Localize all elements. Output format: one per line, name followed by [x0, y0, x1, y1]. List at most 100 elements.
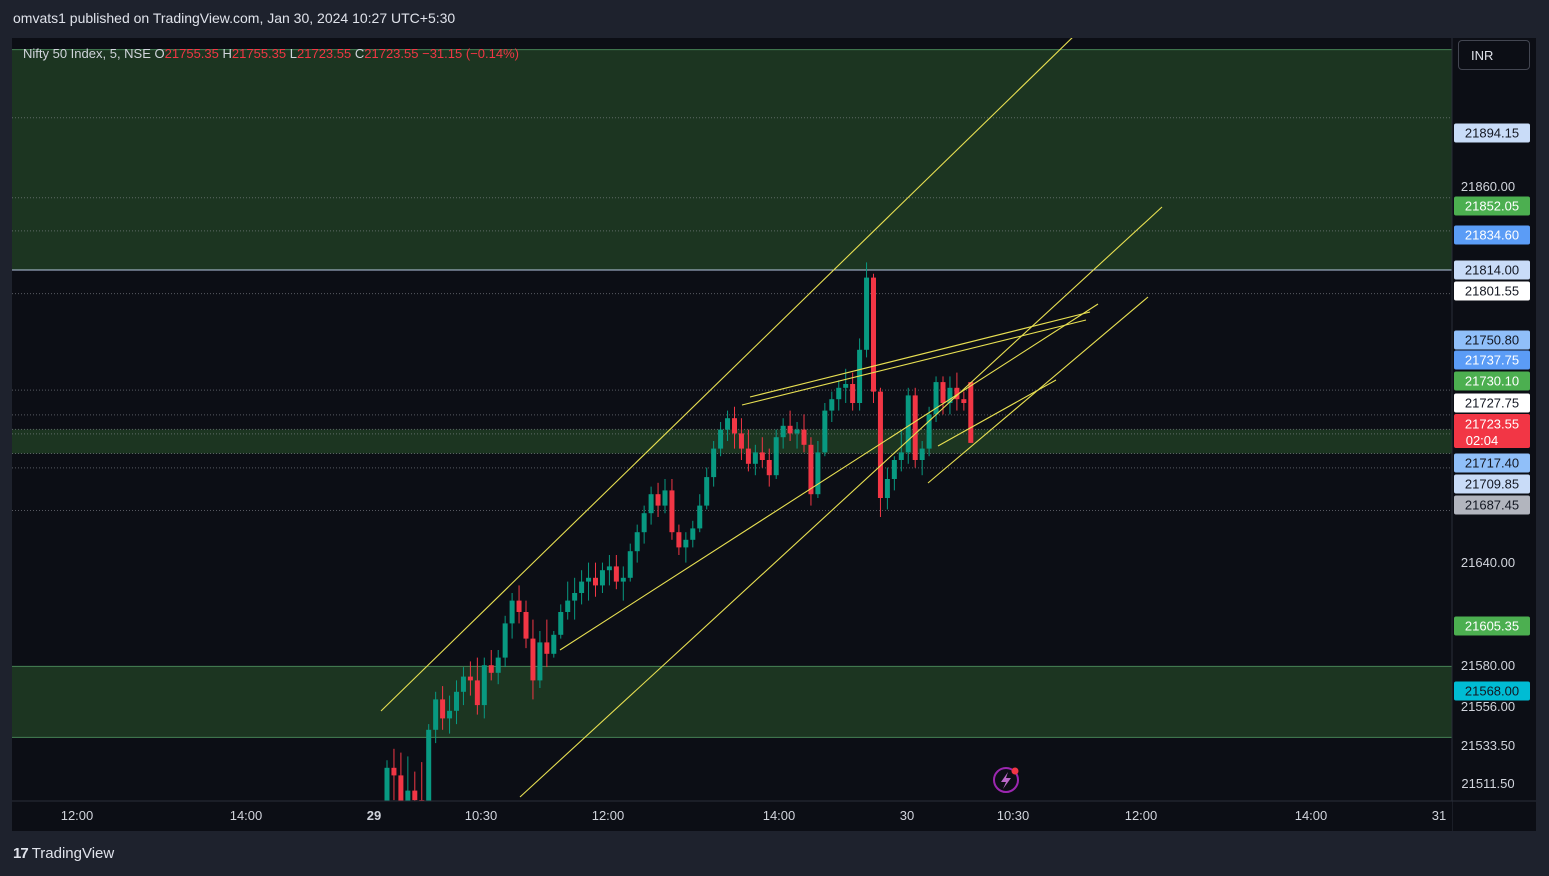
candle-body-83: [961, 399, 967, 403]
candle-body-3: [405, 790, 411, 810]
candle-body-25: [558, 612, 564, 635]
price-badge-label-12: 21687.45: [1465, 498, 1519, 513]
price-badge-label-5: 21750.80: [1465, 333, 1519, 348]
candle-body-29: [586, 577, 592, 582]
symbol-label: Nifty 50 Index, 5, NSE: [23, 46, 151, 61]
price-badge-10: [1454, 453, 1530, 473]
candle-body-13: [474, 680, 480, 706]
candle-body-79: [933, 382, 939, 415]
candle-body-32: [606, 566, 612, 571]
trendline-0[interactable]: [380, 38, 1076, 712]
trendline-4[interactable]: [741, 319, 1087, 406]
x-tick-label-4: 12:00: [592, 808, 625, 823]
zone-0: [12, 49, 1452, 270]
candle-body-75: [905, 395, 911, 453]
ohlc-legend: Nifty 50 Index, 5, NSE O21755.35 H21755.…: [23, 46, 519, 61]
price-badge-7: [1454, 371, 1530, 391]
price-badge-6: [1454, 350, 1530, 370]
alert-circle-icon[interactable]: [993, 767, 1019, 793]
time-axis[interactable]: [12, 801, 1452, 831]
tradingview-logo-icon: 17: [13, 845, 29, 862]
high-label: H: [222, 46, 232, 61]
price-badge-1: [1454, 196, 1530, 216]
candle-body-81: [947, 387, 953, 403]
candle-body-50: [732, 418, 737, 434]
candle-body-16: [495, 657, 501, 673]
candle-body-22: [537, 642, 543, 681]
candle-body-48: [718, 429, 724, 449]
candle-body-77: [919, 448, 925, 460]
tradingview-brand: TradingView: [31, 845, 115, 862]
candle-body-78: [926, 414, 932, 449]
price-badge-0: [1454, 123, 1530, 143]
candle-body-61: [808, 444, 814, 495]
y-tick-label-5: 21860.00: [1461, 179, 1515, 194]
candle-body-17: [502, 623, 508, 658]
trendline-6[interactable]: [937, 379, 1057, 447]
candle-body-67: [850, 384, 856, 403]
candle-body-64: [829, 399, 835, 411]
x-tick-label-3: 10:30: [465, 808, 498, 823]
candle-body-72: [884, 479, 890, 498]
alert-dot-icon: [1011, 767, 1019, 775]
currency-button[interactable]: INR: [1458, 40, 1530, 70]
candle-body-80: [940, 382, 946, 403]
candle-body-62: [815, 452, 821, 495]
price-chart[interactable]: 21511.50 21533.50 21556.00 21580.00 21640.00…: [12, 38, 1536, 831]
price-badge-label-6: 21737.75: [1465, 353, 1519, 368]
candle-body-60: [801, 429, 807, 445]
price-badge-label-10: 21717.40: [1465, 456, 1519, 471]
candle-body-74: [898, 452, 904, 460]
publisher-caption: omvats1 published on TradingView.com, Ja…: [13, 10, 456, 26]
candle-body-84: [968, 382, 974, 443]
candle-body-11: [460, 676, 466, 692]
candle-body-2: [398, 775, 404, 810]
x-tick-label-0: 12:00: [61, 808, 94, 823]
candle-body-55: [766, 460, 772, 476]
candle-body-82: [954, 387, 960, 400]
low-value: 21723.55: [297, 46, 352, 61]
candle-body-38: [648, 494, 654, 514]
trendline-2[interactable]: [559, 303, 1099, 651]
candle-body-71: [877, 391, 883, 498]
trendline-1[interactable]: [519, 206, 1163, 798]
candle-body-33: [613, 566, 619, 582]
price-badge-3: [1454, 260, 1530, 280]
price-badge-label-4: 21801.55: [1465, 284, 1519, 299]
candle-body-7: [433, 699, 439, 730]
candle-body-8: [440, 699, 446, 719]
tradingview-logo[interactable]: 17 TradingView: [13, 845, 114, 862]
y-tick-label-0: 21511.50: [1461, 776, 1514, 791]
candle-body-41: [669, 490, 675, 533]
candle-body-46: [704, 477, 710, 506]
candle-body-49: [725, 418, 731, 430]
candle-body-51: [738, 433, 744, 449]
y-tick-label-3: 21580.00: [1461, 658, 1515, 673]
candle-body-12: [467, 676, 473, 681]
bar-countdown-label: 02:04: [1466, 433, 1499, 448]
candle-body-10: [454, 691, 459, 711]
candle-body-34: [620, 577, 626, 582]
change-value: −31.15 (−0.14%): [422, 46, 519, 61]
y-tick-label-2: 21556.00: [1461, 699, 1515, 714]
candle-body-19: [516, 600, 522, 612]
candle-body-30: [593, 577, 598, 586]
candle-body-47: [711, 448, 717, 478]
high-value: 21755.35: [231, 46, 287, 61]
candle-body-39: [655, 494, 661, 506]
price-badge-9: [1454, 414, 1530, 448]
candle-body-63: [822, 410, 828, 453]
chart-frame[interactable]: 21511.50 21533.50 21556.00 21580.00 21640.00…: [12, 38, 1536, 831]
candle-body-56: [773, 437, 779, 476]
low-label: L: [289, 46, 297, 61]
open-value: 21755.35: [164, 46, 219, 61]
open-label: O: [154, 46, 165, 61]
trendline-3[interactable]: [749, 311, 1091, 398]
candle-body-43: [683, 539, 689, 548]
x-tick-label-10: 31: [1432, 808, 1446, 823]
candle-body-45: [697, 505, 703, 529]
candle-body-27: [572, 593, 578, 601]
close-label: C: [354, 46, 365, 61]
candle-body-65: [836, 387, 842, 400]
price-badge-label-13: 21605.35: [1465, 619, 1519, 634]
